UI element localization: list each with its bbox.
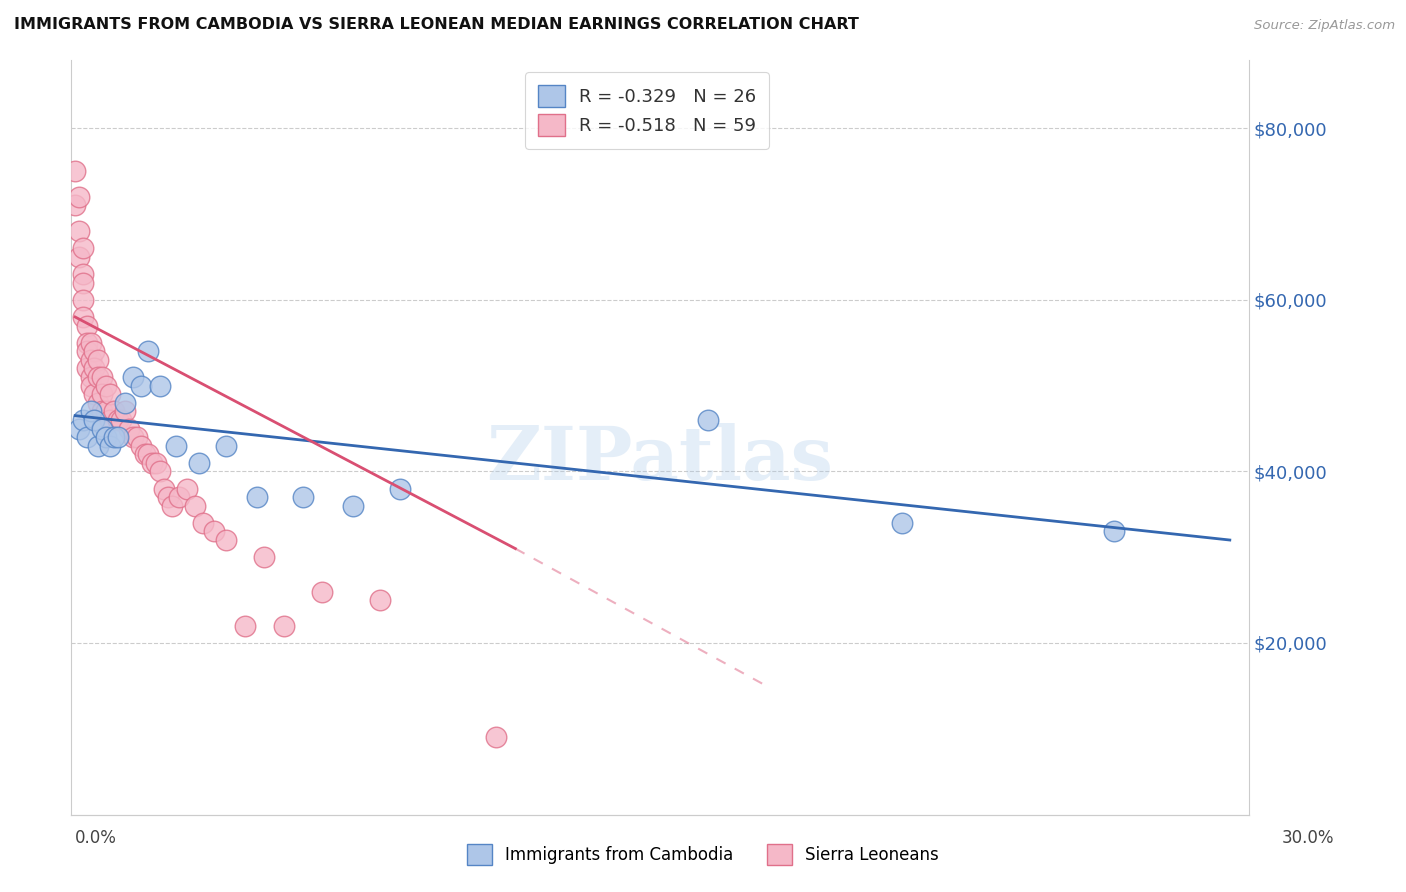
Point <box>94 430 117 444</box>
Point <box>273 619 295 633</box>
Point <box>129 439 152 453</box>
Point <box>72 293 94 307</box>
Point <box>79 335 101 350</box>
Point <box>141 456 163 470</box>
Point <box>67 224 90 238</box>
Point <box>67 421 90 435</box>
Point <box>149 464 172 478</box>
Point <box>246 490 269 504</box>
Point <box>1102 524 1125 539</box>
Point <box>103 404 125 418</box>
Point <box>890 516 912 530</box>
Text: 0.0%: 0.0% <box>75 829 117 847</box>
Point <box>311 584 333 599</box>
Point <box>215 439 238 453</box>
Point <box>76 430 98 444</box>
Point <box>83 344 105 359</box>
Point <box>72 241 94 255</box>
Point <box>83 413 105 427</box>
Point <box>76 335 98 350</box>
Point <box>76 318 98 333</box>
Point <box>79 404 101 418</box>
Point <box>79 378 101 392</box>
Point <box>388 482 411 496</box>
Point <box>91 421 114 435</box>
Text: IMMIGRANTS FROM CAMBODIA VS SIERRA LEONEAN MEDIAN EARNINGS CORRELATION CHART: IMMIGRANTS FROM CAMBODIA VS SIERRA LEONE… <box>14 17 859 31</box>
Point <box>79 352 101 367</box>
Point <box>87 352 110 367</box>
Point <box>129 378 152 392</box>
Point <box>110 413 132 427</box>
Text: Source: ZipAtlas.com: Source: ZipAtlas.com <box>1254 19 1395 31</box>
Point <box>91 387 114 401</box>
Point <box>165 439 187 453</box>
Point <box>138 344 160 359</box>
Point <box>94 404 117 418</box>
Point <box>72 413 94 427</box>
Legend: Immigrants from Cambodia, Sierra Leoneans: Immigrants from Cambodia, Sierra Leonean… <box>458 836 948 873</box>
Point <box>176 482 198 496</box>
Point <box>63 164 86 178</box>
Point <box>291 490 314 504</box>
Point <box>103 430 125 444</box>
Point <box>87 396 110 410</box>
Point <box>368 593 391 607</box>
Point <box>114 404 136 418</box>
Point <box>122 430 145 444</box>
Point <box>253 550 276 565</box>
Point <box>149 378 172 392</box>
Legend: R = -0.329   N = 26, R = -0.518   N = 59: R = -0.329 N = 26, R = -0.518 N = 59 <box>524 72 769 149</box>
Point <box>342 499 364 513</box>
Point <box>138 447 160 461</box>
Point <box>114 396 136 410</box>
Point <box>76 344 98 359</box>
Point <box>72 267 94 281</box>
Point <box>202 524 225 539</box>
Point <box>118 421 141 435</box>
Point <box>67 250 90 264</box>
Point <box>191 516 214 530</box>
Point <box>169 490 191 504</box>
Point <box>94 378 117 392</box>
Point <box>98 387 121 401</box>
Text: 30.0%: 30.0% <box>1281 829 1334 847</box>
Point <box>134 447 156 461</box>
Point <box>87 439 110 453</box>
Point <box>87 370 110 384</box>
Point <box>233 619 256 633</box>
Point <box>697 413 720 427</box>
Point <box>76 361 98 376</box>
Text: ZIPatlas: ZIPatlas <box>486 423 834 496</box>
Point <box>153 482 176 496</box>
Point <box>107 430 129 444</box>
Point <box>72 310 94 324</box>
Point <box>145 456 167 470</box>
Point <box>184 499 207 513</box>
Point <box>187 456 209 470</box>
Point <box>67 190 90 204</box>
Point <box>107 413 129 427</box>
Point <box>160 499 183 513</box>
Point <box>156 490 179 504</box>
Point <box>72 276 94 290</box>
Point <box>63 198 86 212</box>
Point <box>122 370 145 384</box>
Point <box>83 361 105 376</box>
Point <box>98 413 121 427</box>
Point <box>91 370 114 384</box>
Point <box>215 533 238 547</box>
Point <box>98 439 121 453</box>
Point <box>485 731 508 745</box>
Point <box>125 430 148 444</box>
Point <box>79 370 101 384</box>
Point <box>83 387 105 401</box>
Point <box>91 404 114 418</box>
